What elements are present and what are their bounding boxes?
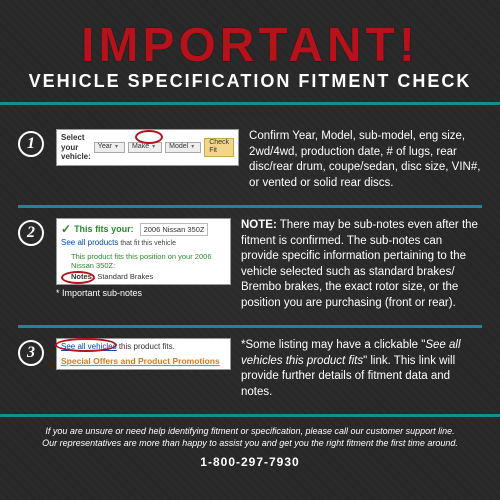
step-3-text: *Some listing may have a clickable "See … — [241, 338, 482, 400]
note-prefix: NOTE: — [241, 219, 277, 231]
see-all-products-link: See all products — [61, 238, 118, 247]
special-offers-link: Special Offers and Product Promotions — [61, 356, 226, 366]
check-icon: ✓ — [61, 222, 71, 236]
subtitle: VEHICLE SPECIFICATION FITMENT CHECK — [10, 71, 490, 92]
model-select: Model — [165, 142, 201, 152]
important-subnotes-label: * Important sub-notes — [56, 288, 231, 298]
steps-container: 1 Select your vehicle: Year Make Model C… — [0, 105, 500, 414]
fits-your-label: This fits your: — [74, 224, 134, 235]
highlight-circle-icon — [61, 271, 95, 284]
step-number: 1 — [18, 131, 44, 157]
step-number-col: 1 — [18, 129, 46, 191]
notes-value: Standard Brakes — [97, 272, 153, 281]
step-number: 2 — [18, 220, 44, 246]
check-fit-button: Check Fit — [204, 138, 234, 157]
step-3: 3 See all vehicles this product fits. Sp… — [18, 328, 482, 414]
step-2-body: There may be sub-notes even after the fi… — [241, 219, 478, 309]
step-1-text: Confirm Year, Model, sub-model, eng size… — [249, 129, 482, 191]
footer: If you are unsure or need help identifyi… — [0, 414, 500, 475]
step-2-image: ✓ This fits your: 2006 Nissan 350Z See a… — [56, 218, 231, 311]
header: IMPORTANT! VEHICLE SPECIFICATION FITMENT… — [0, 0, 500, 105]
step-2: 2 ✓ This fits your: 2006 Nissan 350Z See… — [18, 208, 482, 328]
step-number-col: 2 — [18, 218, 46, 311]
step-2-text: NOTE: There may be sub-notes even after … — [241, 218, 482, 311]
step-number-col: 3 — [18, 338, 46, 400]
step-1: 1 Select your vehicle: Year Make Model C… — [18, 119, 482, 208]
footer-line-2: Our representatives are more than happy … — [22, 437, 478, 449]
fits-position-text: This product fits this position on your … — [71, 252, 226, 270]
title-important: IMPORTANT! — [10, 18, 490, 73]
footer-line-1: If you are unsure or need help identifyi… — [22, 425, 478, 437]
year-select: Year — [94, 142, 125, 152]
step-3-image: See all vehicles this product fits. Spec… — [56, 338, 231, 400]
highlight-circle-icon — [135, 130, 163, 144]
step-1-image: Select your vehicle: Year Make Model Che… — [56, 129, 239, 191]
select-vehicle-label: Select your vehicle: — [61, 133, 91, 162]
step-3-pre: *Some listing may have a clickable " — [241, 339, 425, 351]
vehicle-value: 2006 Nissan 350Z — [140, 223, 209, 236]
phone-number: 1-800-297-7930 — [22, 454, 478, 470]
step-number: 3 — [18, 340, 44, 366]
see-all-tail: that fit this vehicle — [118, 240, 176, 247]
see-all-vehicles-tail: this product fits. — [117, 342, 175, 351]
